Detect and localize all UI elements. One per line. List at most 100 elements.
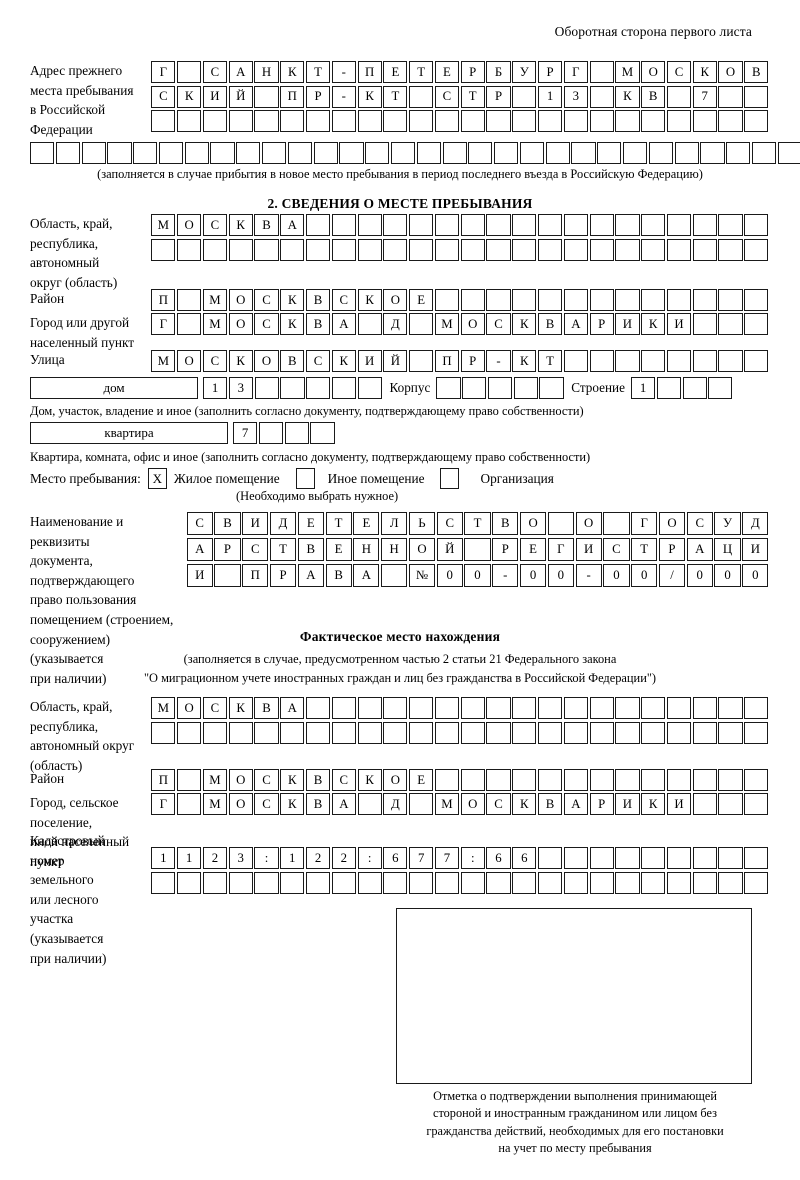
char-cell[interactable] [718,313,743,335]
char-cell[interactable]: С [151,85,176,108]
char-cell[interactable] [751,141,777,164]
char-cell[interactable] [718,847,743,869]
char-cell[interactable]: К [280,793,305,815]
char-cell[interactable] [383,110,408,133]
char-cell[interactable] [416,141,441,164]
char-cell[interactable] [460,721,485,744]
char-cell[interactable] [563,721,588,744]
char-cell[interactable] [133,141,158,164]
char-cell[interactable] [744,238,769,261]
char-cell[interactable] [331,871,356,894]
char-cell[interactable]: 3 [563,85,588,108]
char-cell[interactable]: Ц [714,537,741,561]
char-cell[interactable]: - [331,85,356,108]
char-cell[interactable] [641,769,666,791]
char-cell[interactable]: Т [537,350,563,372]
char-cell[interactable]: № [408,563,436,587]
char-cell[interactable] [442,141,467,164]
char-cell[interactable]: С [331,769,356,791]
char-cell[interactable] [357,793,382,815]
char-cell[interactable] [460,289,485,311]
char-cell[interactable] [486,110,511,133]
char-cell[interactable] [202,238,227,261]
char-cell[interactable] [383,214,408,236]
char-cell[interactable]: С [254,769,279,791]
char-cell[interactable] [589,214,614,236]
char-cell[interactable]: Е [519,537,547,561]
char-cell[interactable]: Т [409,61,434,83]
char-cell[interactable]: К [641,313,666,335]
char-cell[interactable]: О [177,697,202,719]
char-cell[interactable]: В [254,214,279,236]
char-cell[interactable]: Е [409,289,434,311]
char-cell[interactable] [228,721,253,744]
char-cell[interactable]: О [575,512,602,535]
char-cell[interactable] [666,214,692,236]
char-cell[interactable]: М [434,793,460,815]
char-cell[interactable] [589,289,614,311]
char-cell[interactable] [718,697,743,719]
char-cell[interactable] [55,141,80,164]
char-cell[interactable]: В [305,793,331,815]
char-cell[interactable]: К [512,350,537,372]
char-cell[interactable] [151,110,176,133]
char-cell[interactable]: : [460,847,485,869]
char-cell[interactable]: К [228,350,253,372]
char-cell[interactable]: К [692,61,717,83]
char-cell[interactable] [512,214,537,236]
char-cell[interactable]: В [305,769,331,791]
char-cell[interactable] [700,141,725,164]
char-cell[interactable]: / [658,563,686,587]
char-cell[interactable] [460,769,485,791]
char-cell[interactable] [409,721,434,744]
char-cell[interactable] [434,214,460,236]
char-cell[interactable]: 1 [537,85,563,108]
char-cell[interactable] [254,721,279,744]
char-cell[interactable] [254,871,279,894]
char-cell[interactable] [409,214,434,236]
char-cell[interactable]: Р [214,537,241,561]
char-cell[interactable] [151,871,176,894]
char-cell[interactable]: К [280,61,305,83]
char-cell[interactable] [305,871,331,894]
char-cell[interactable] [305,238,331,261]
char-cell[interactable] [537,110,563,133]
char-cell[interactable] [622,141,648,164]
char-cell[interactable] [519,141,545,164]
char-cell[interactable] [589,769,614,791]
char-cell[interactable]: К [357,769,382,791]
char-cell[interactable]: К [641,793,666,815]
char-cell[interactable] [486,769,511,791]
char-cell[interactable] [666,110,692,133]
char-cell[interactable]: Г [631,512,658,535]
char-cell[interactable]: К [512,313,537,335]
char-cell[interactable] [666,871,692,894]
char-cell[interactable] [692,847,717,869]
char-cell[interactable] [357,214,382,236]
char-cell[interactable]: О [460,793,485,815]
char-cell[interactable]: В [297,537,324,561]
char-cell[interactable]: 0 [603,563,630,587]
char-cell[interactable]: В [744,61,769,83]
char-cell[interactable]: 7 [233,422,258,444]
confirmation-stamp-box[interactable] [396,908,752,1084]
char-cell[interactable] [280,238,305,261]
char-cell[interactable] [513,377,538,399]
char-cell[interactable] [648,141,673,164]
char-cell[interactable]: 7 [409,847,434,869]
char-cell[interactable] [460,110,485,133]
char-cell[interactable] [236,141,261,164]
char-cell[interactable] [589,697,614,719]
char-cell[interactable]: В [280,350,305,372]
char-cell[interactable]: О [228,769,253,791]
char-cell[interactable] [486,238,511,261]
char-cell[interactable] [537,214,563,236]
char-cell[interactable]: Д [383,313,408,335]
char-cell[interactable]: Г [151,793,176,815]
char-cell[interactable] [486,289,511,311]
char-cell[interactable] [486,721,511,744]
char-cell[interactable]: Н [381,537,408,561]
char-cell[interactable]: И [666,793,692,815]
char-cell[interactable] [777,141,800,164]
char-cell[interactable] [512,697,537,719]
